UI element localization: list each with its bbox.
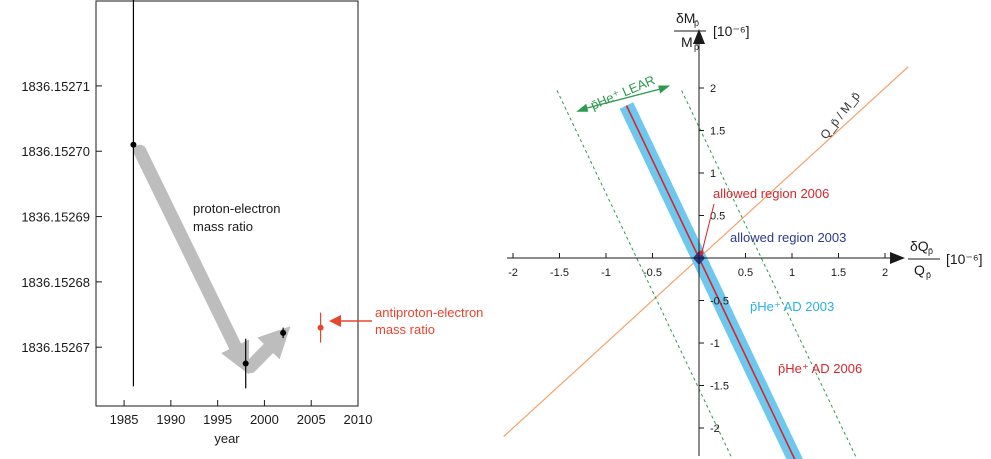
y-axis-arrowhead (693, 29, 705, 44)
right-y-tick-label: -0.5 (710, 296, 729, 308)
right-chart: -2 -1.5 -1 -0.5 0.5 1 1.5 2 21.510.5-0.5-1-1.5-… (503, 10, 983, 459)
lear-arrowhead-right (658, 85, 671, 94)
right-x-axis-label: δQ p̄ Q p̄ [10⁻⁶] (908, 238, 983, 280)
right-x-tick-label: 1.5 (831, 267, 846, 279)
left-y-ticks: 1836.15267 1836.15268 1836.15269 1836.15270… (21, 79, 102, 355)
right-y-ticks: 2 1.5 1 0.5 -0.5 -1 -1.5 -2 (699, 83, 729, 435)
left-x-tick-label: 2010 (344, 412, 373, 427)
allowed-region-2006-label: allowed region 2006 (713, 186, 829, 201)
left-y-tick-label: 1836.15270 (21, 144, 90, 159)
data-point (280, 329, 287, 336)
data-point (317, 324, 324, 331)
q-over-m-label: Q_p̄ / M_p̄ (817, 89, 863, 142)
left-x-tick-label: 1990 (156, 412, 185, 427)
right-y-axis-label: δM p̄ M p̄ [10⁻⁶] (674, 10, 750, 52)
y-label-units: [10⁻⁶] (713, 23, 750, 39)
left-chart: 1836.15267 1836.15268 1836.15269 1836.15270… (21, 0, 483, 446)
trend-arrow (243, 326, 291, 374)
q-over-m-line (503, 66, 909, 437)
right-x-tick-label: -2 (508, 267, 518, 279)
left-plot-frame (95, 0, 359, 407)
x-label-numerator: δQ (910, 238, 929, 254)
y-label-numerator: δM (676, 10, 695, 26)
right-x-tick-label: -1 (601, 267, 611, 279)
antiproton-pointer-arrow (329, 315, 372, 327)
left-y-tick-label: 1836.15269 (21, 210, 90, 225)
lear-arrowhead-left (576, 103, 589, 112)
left-x-tick-label: 2005 (297, 412, 326, 427)
right-x-tick-label: -0.5 (643, 267, 662, 279)
x-label-units: [10⁻⁶] (946, 251, 983, 267)
allowed-region-2006-pointer (701, 203, 715, 253)
left-trend-arrows (133, 144, 291, 375)
right-y-tick-label: 1.5 (710, 126, 725, 138)
right-y-tick-label: 2 (710, 83, 716, 95)
right-x-ticks: -2 -1.5 -1 -0.5 0.5 1 1.5 2 (508, 253, 888, 279)
right-chart-shapes (503, 66, 909, 459)
right-y-tick-label: -1 (710, 338, 720, 350)
y-label-denominator-subscript: p̄ (694, 42, 699, 52)
ad-2006-line (625, 105, 796, 459)
left-x-tick-label: 2000 (250, 412, 279, 427)
right-y-tick-label: 1 (710, 168, 716, 180)
y-label-numerator-subscript: p̄ (694, 18, 699, 28)
left-x-tick-label: 1985 (110, 412, 139, 427)
x-label-denominator-subscript: p̄ (926, 270, 931, 280)
lear-arrow-shaft (582, 87, 665, 110)
left-x-ticks: 1985 1990 1995 2000 2005 2010 (110, 400, 373, 427)
lear-boundary (681, 90, 857, 458)
lear-boundary (556, 90, 733, 458)
allowed-region-2003-label: allowed region 2003 (730, 230, 846, 245)
data-point (242, 360, 249, 367)
x-label-numerator-subscript: p̄ (928, 246, 933, 256)
right-x-tick-label: 1 (789, 267, 795, 279)
right-x-tick-label: 2 (882, 267, 888, 279)
proton-annotation-line2: mass ratio (193, 219, 253, 234)
y-label-denominator: M (681, 34, 693, 50)
data-point (130, 141, 137, 148)
x-label-denominator: Q (914, 262, 925, 278)
right-x-tick-label: -1.5 (550, 267, 569, 279)
ad-2003-band (619, 102, 803, 459)
right-y-tick-label: 0.5 (710, 211, 725, 223)
left-y-tick-label: 1836.15271 (21, 79, 90, 94)
antiproton-annotation-line2: mass ratio (375, 322, 435, 337)
left-y-tick-label: 1836.15267 (21, 340, 90, 355)
antiproton-annotation-line1: antiproton-electron (375, 305, 483, 320)
left-y-tick-label: 1836.15268 (21, 275, 90, 290)
ad-2003-label: p̄He⁺ AD 2003 (750, 299, 834, 314)
trend-arrow (133, 144, 250, 375)
ad-2006-label: p̄He⁺ AD 2006 (778, 361, 862, 376)
proton-annotation-line1: proton-electron (193, 201, 280, 216)
left-data-points (130, 0, 324, 389)
x-axis-arrowhead (890, 252, 905, 264)
right-x-tick-label: 0.5 (738, 267, 753, 279)
right-y-tick-label: -1.5 (710, 381, 729, 393)
right-y-tick-label: -2 (710, 423, 720, 435)
left-x-axis-label: year (214, 431, 240, 446)
left-x-tick-label: 1995 (203, 412, 232, 427)
